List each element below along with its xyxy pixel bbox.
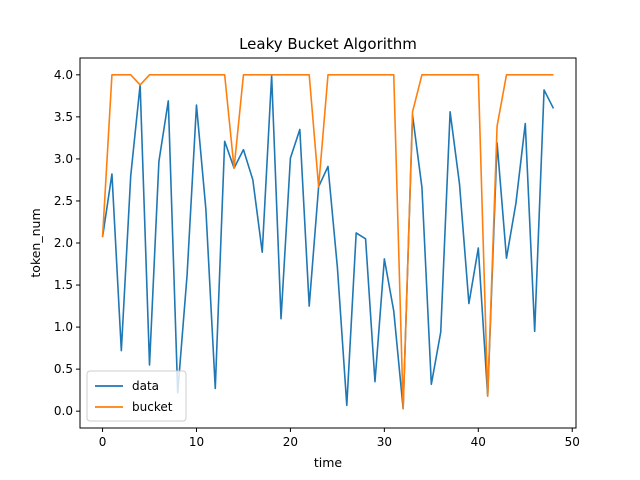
legend-label-bucket: bucket	[132, 400, 173, 414]
x-tick-label: 10	[189, 435, 204, 449]
y-axis-label: token_num	[28, 208, 43, 277]
y-tick-label: 0.0	[54, 404, 73, 418]
y-tick-label: 2.5	[54, 194, 73, 208]
legend-label-data: data	[132, 379, 159, 393]
x-axis-ticks: 0 10 20 30 40 50	[99, 428, 580, 449]
y-tick-label: 4.0	[54, 68, 73, 82]
series-line-bucket	[101, 74, 554, 410]
x-tick-label: 0	[99, 435, 107, 449]
plot-frame	[79, 57, 577, 429]
y-tick-label: 1.0	[54, 320, 73, 334]
chart-title: Leaky Bucket Algorithm	[239, 35, 417, 53]
y-tick-label: 3.5	[54, 110, 73, 124]
y-tick-label: 1.5	[54, 278, 73, 292]
y-tick-label: 0.5	[54, 362, 73, 376]
legend: data bucket	[86, 370, 187, 422]
x-tick-label: 40	[471, 435, 486, 449]
x-tick-label: 50	[565, 435, 580, 449]
x-axis-label: time	[314, 455, 343, 470]
y-axis-ticks: 0.0 0.5 1.0 1.5 2.0 2.5 3.0 3.5 4.0	[54, 68, 80, 418]
legend-box	[86, 370, 187, 422]
y-tick-label: 3.0	[54, 152, 73, 166]
x-tick-label: 20	[283, 435, 298, 449]
x-tick-label: 30	[377, 435, 392, 449]
y-tick-label: 2.0	[54, 236, 73, 250]
